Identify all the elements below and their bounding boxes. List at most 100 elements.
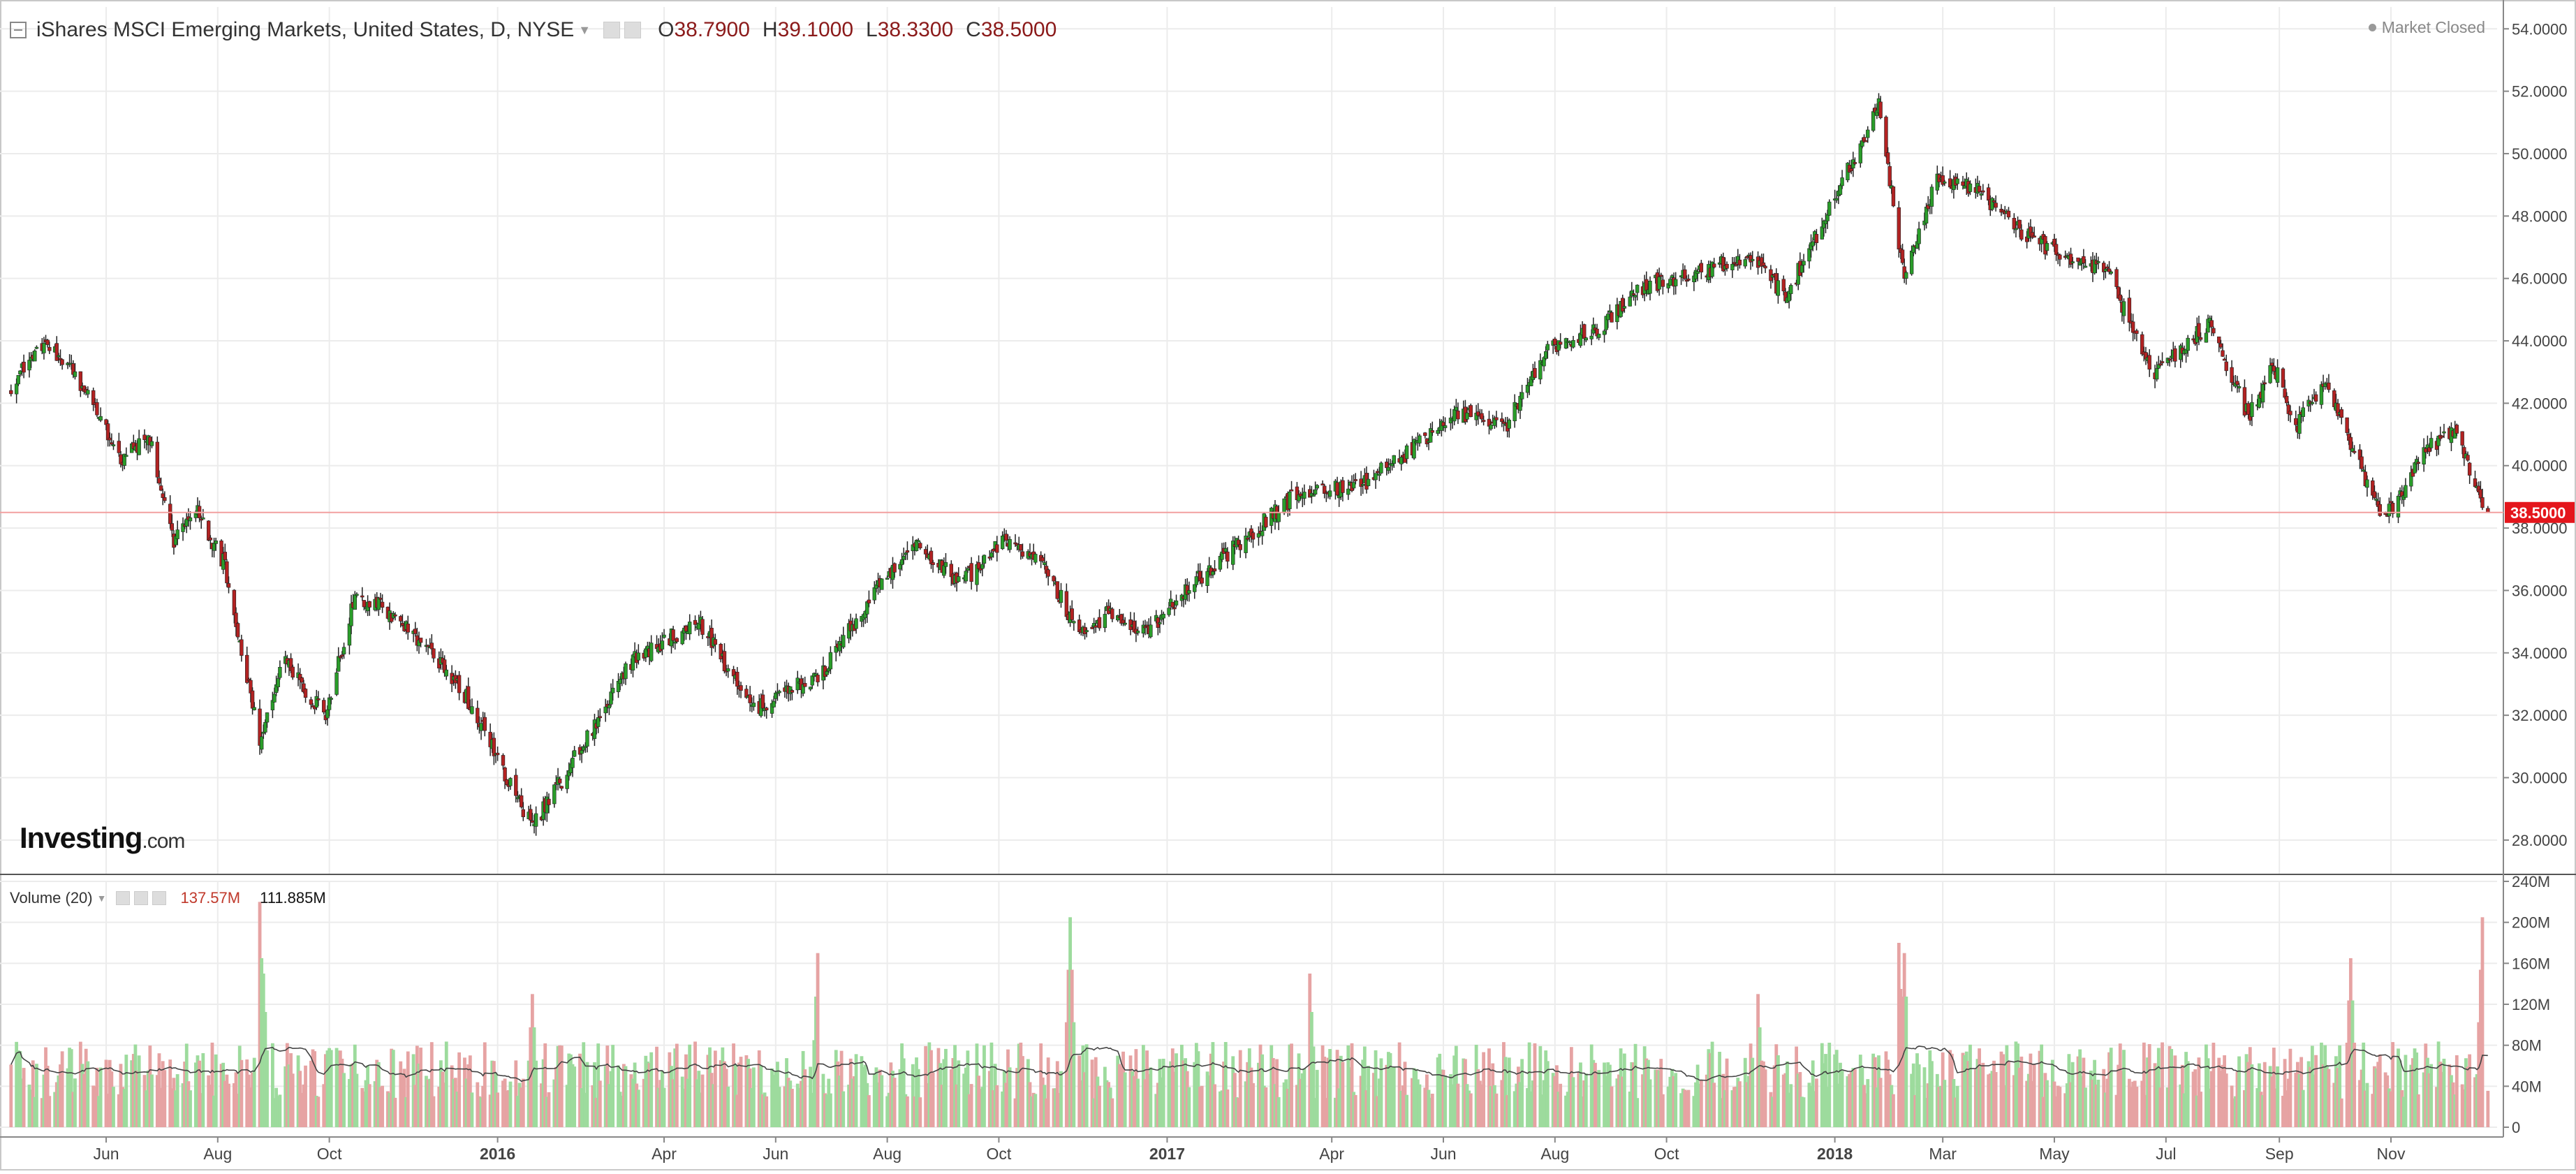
volume-bar [2078,1049,2082,1127]
volume-bar [885,1096,890,1127]
volume-bar [2043,1073,2047,1127]
candle-body [1568,341,1572,343]
candle-body [1668,279,1672,286]
volume-bar [1107,1082,1110,1127]
volume-bar [16,1050,20,1127]
candle-body [1544,351,1548,359]
candle-body [1282,498,1286,513]
candle-body [2313,394,2318,402]
volume-bar [1890,1085,1894,1127]
settings-icon[interactable] [134,891,149,905]
candle-body [1683,269,1687,279]
volume-bar [1068,917,1072,1127]
volume-bar [1275,1059,1279,1127]
candle-body [2135,330,2139,334]
volume-bar [1707,1049,1711,1127]
volume-bar [2283,1059,2287,1127]
candle-body [624,663,628,680]
close-icon[interactable] [152,891,167,905]
candle-body [867,599,871,603]
volume-bar [746,1059,750,1127]
volume-bar [633,1062,637,1127]
candle-body [245,654,249,683]
volume-bar [1182,1060,1186,1127]
volume-bar [1610,1086,1614,1127]
volume-bar [1878,1078,1883,1127]
candle-body [2270,362,2274,366]
volume-bar [1487,1048,1491,1127]
volume-bar [260,958,264,1127]
volume-bar [1686,1089,1691,1127]
volume-bar [617,1065,620,1127]
volume-bar [1077,1055,1082,1127]
candle-body [2204,332,2209,343]
candle-body [2480,497,2485,508]
volume-bar [962,1073,966,1127]
volume-bar [1323,1056,1327,1127]
volume-bar [2142,1042,2146,1127]
chevron-down-icon[interactable]: ▼ [96,893,107,904]
volume-bar [1194,1043,1198,1127]
market-status: Market Closed [2368,18,2485,37]
volume-bar [2389,1091,2393,1127]
candle-body [1596,333,1601,338]
candle-body [572,750,577,757]
volume-title[interactable]: Volume (20) [10,889,93,907]
volume-bar [263,1012,267,1127]
volume-bar [911,1064,915,1127]
chevron-down-icon[interactable]: ▼ [578,22,591,37]
volume-bar [201,1053,205,1127]
volume-bar [1630,1062,1634,1127]
volume-bar [713,1050,717,1127]
volume-bar [47,1096,52,1127]
volume-bar [1635,1098,1640,1127]
volume-bar [492,1061,496,1127]
volume-bar [1273,1084,1277,1127]
volume-bar [2184,1052,2188,1127]
candle-body [1992,200,1996,203]
market-status-text: Market Closed [2381,18,2485,36]
volume-bar [565,1085,569,1127]
candle-body [2032,235,2036,238]
volume-bar [1297,1053,1301,1127]
volume-bar [596,1043,601,1127]
candle-body [117,441,122,453]
candle-body [223,552,227,560]
volume-bar [918,1097,922,1127]
volume-bar [709,1073,714,1127]
candle-body [904,552,908,555]
volume-bar [836,1061,840,1127]
volume-bar [642,1078,646,1127]
volume-bar [463,1057,466,1127]
volume-bar [2464,1058,2468,1127]
volume-bar [1117,1064,1121,1127]
volume-bar [900,1043,904,1127]
volume-bar [2199,1092,2202,1127]
volume-bar [170,1088,174,1127]
collapse-icon[interactable] [10,22,27,38]
candle-body [1909,250,1914,274]
candle-body [1251,532,1256,540]
candle-body [2107,268,2112,272]
volume-bar [31,1060,35,1127]
candle-body [1059,589,1063,603]
volume-bar [1513,1091,1517,1127]
volume-bar [1193,1062,1197,1127]
candle-body [2017,219,2022,229]
candle-body [111,444,116,446]
eye-icon[interactable] [116,891,131,905]
eye-icon[interactable] [603,22,621,38]
volume-bar [325,1050,330,1127]
candle-body [57,355,61,358]
volume-bar [620,1095,624,1127]
volume-bar [964,1067,968,1127]
volume-bar [1377,1078,1381,1127]
volume-bar [671,1079,675,1127]
volume-axis-label: 120M [2512,996,2550,1013]
volume-bar [2363,1090,2367,1127]
chart-title[interactable]: iShares MSCI Emerging Markets, United St… [36,18,575,41]
high-value: 39.1000 [777,18,854,41]
settings-icon[interactable] [624,22,642,38]
volume-bar [611,1045,615,1127]
